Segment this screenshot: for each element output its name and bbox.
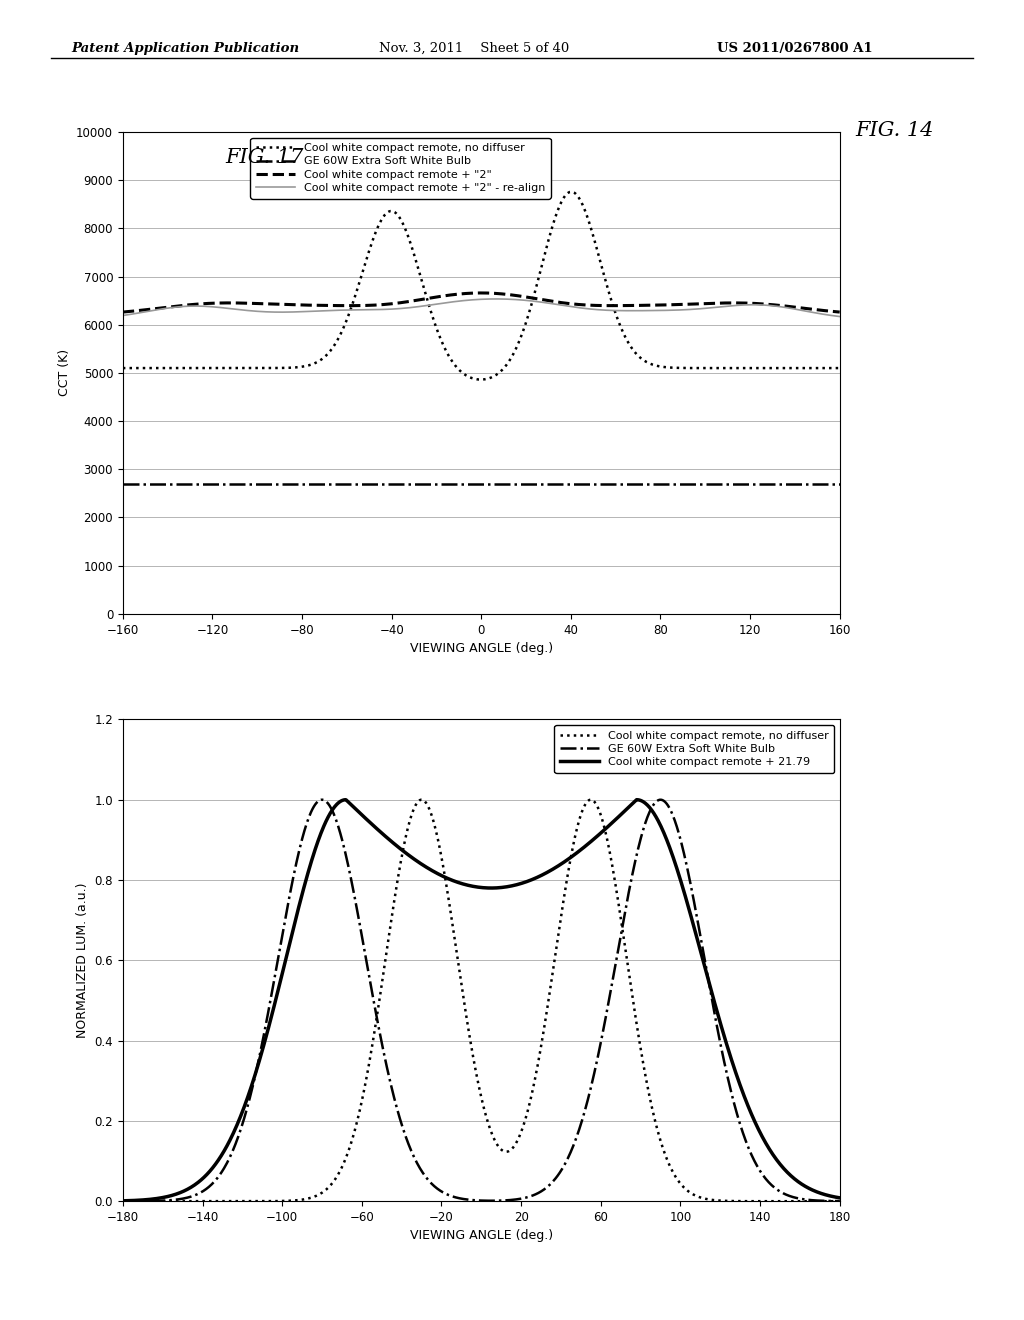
- Cool white compact remote + 21.79: [834, 1189, 846, 1205]
- GE 60W Extra Soft White Bulb: [189, 1187, 202, 1203]
- X-axis label: VIEWING ANGLE (deg.): VIEWING ANGLE (deg.): [410, 1229, 553, 1242]
- GE 60W Extra Soft White Bulb: [834, 1193, 846, 1209]
- GE 60W Extra Soft White Bulb: [688, 475, 700, 491]
- Cool white compact remote, no diffuser: [834, 1193, 846, 1209]
- Legend: Cool white compact remote, no diffuser, GE 60W Extra Soft White Bulb, Cool white: Cool white compact remote, no diffuser, …: [250, 137, 551, 199]
- Cool white compact remote, no diffuser: [415, 792, 427, 808]
- GE 60W Extra Soft White Bulb: [189, 475, 202, 491]
- Cool white compact remote + 21.79: [609, 812, 622, 828]
- GE 60W Extra Soft White Bulb: [117, 1193, 129, 1209]
- Line: Cool white compact remote, no diffuser: Cool white compact remote, no diffuser: [123, 800, 840, 1201]
- X-axis label: VIEWING ANGLE (deg.): VIEWING ANGLE (deg.): [410, 642, 553, 655]
- Text: FIG. 17: FIG. 17: [225, 148, 304, 166]
- Cool white compact remote, no diffuser: [565, 183, 578, 199]
- GE 60W Extra Soft White Bulb: [676, 475, 688, 491]
- Text: Nov. 3, 2011    Sheet 5 of 40: Nov. 3, 2011 Sheet 5 of 40: [379, 42, 569, 55]
- GE 60W Extra Soft White Bulb: [432, 1181, 444, 1197]
- Y-axis label: CCT (K): CCT (K): [57, 350, 71, 396]
- Cool white compact remote, no diffuser: [610, 308, 623, 323]
- Cool white compact remote, no diffuser: [677, 1179, 689, 1195]
- Cool white compact remote + 21.79: [631, 792, 643, 808]
- Cool white compact remote + "2": [432, 289, 444, 305]
- Cool white compact remote, no diffuser: [677, 360, 689, 376]
- Cool white compact remote + "2": [677, 297, 689, 313]
- Cool white compact remote + 21.79: [677, 879, 689, 895]
- Line: Cool white compact remote + "2": Cool white compact remote + "2": [123, 293, 840, 312]
- Cool white compact remote + 21.79: [189, 1176, 202, 1192]
- Cool white compact remote, no diffuser: [117, 360, 129, 376]
- Cool white compact remote + "2": [609, 298, 622, 314]
- Cool white compact remote + "2" - re-align: [432, 296, 444, 312]
- Text: Patent Application Publication: Patent Application Publication: [72, 42, 300, 55]
- Cool white compact remote, no diffuser: [690, 360, 702, 376]
- GE 60W Extra Soft White Bulb: [689, 902, 701, 917]
- Cool white compact remote + 21.79: [432, 866, 444, 882]
- GE 60W Extra Soft White Bulb: [407, 1146, 419, 1162]
- GE 60W Extra Soft White Bulb: [609, 475, 622, 491]
- Cool white compact remote + "2" - re-align: [407, 300, 419, 315]
- Cool white compact remote, no diffuser: [189, 1193, 202, 1209]
- GE 60W Extra Soft White Bulb: [834, 475, 846, 491]
- Cool white compact remote + "2": [189, 296, 202, 312]
- GE 60W Extra Soft White Bulb: [654, 792, 667, 808]
- Y-axis label: NORMALIZED LUM. (a.u.): NORMALIZED LUM. (a.u.): [76, 883, 89, 1038]
- Cool white compact remote + 21.79: [407, 850, 419, 866]
- Cool white compact remote, no diffuser: [433, 838, 445, 854]
- Cool white compact remote + "2" - re-align: [834, 309, 846, 325]
- GE 60W Extra Soft White Bulb: [432, 475, 444, 491]
- Cool white compact remote + "2": [117, 304, 129, 319]
- Line: Cool white compact remote + 21.79: Cool white compact remote + 21.79: [123, 800, 840, 1201]
- Line: Cool white compact remote + "2" - re-align: Cool white compact remote + "2" - re-ali…: [123, 298, 840, 317]
- Cool white compact remote, no diffuser: [689, 1188, 701, 1204]
- Cool white compact remote + 21.79: [117, 1193, 129, 1209]
- Cool white compact remote, no diffuser: [834, 360, 846, 376]
- Cool white compact remote + "2" - re-align: [689, 301, 701, 317]
- GE 60W Extra Soft White Bulb: [117, 475, 129, 491]
- Cool white compact remote + "2" - re-align: [117, 308, 129, 323]
- Cool white compact remote, no diffuser: [117, 1193, 129, 1209]
- Text: US 2011/0267800 A1: US 2011/0267800 A1: [717, 42, 872, 55]
- GE 60W Extra Soft White Bulb: [609, 958, 622, 974]
- Cool white compact remote + "2" - re-align: [489, 290, 502, 306]
- Cool white compact remote + "2" - re-align: [189, 298, 202, 314]
- Cool white compact remote, no diffuser: [407, 243, 419, 259]
- Cool white compact remote + "2" - re-align: [677, 302, 689, 318]
- Cool white compact remote + "2": [834, 304, 846, 319]
- Cool white compact remote + 21.79: [689, 924, 701, 940]
- Cool white compact remote + "2": [689, 296, 701, 312]
- Line: GE 60W Extra Soft White Bulb: GE 60W Extra Soft White Bulb: [123, 800, 840, 1201]
- Cool white compact remote + "2": [475, 285, 487, 301]
- Cool white compact remote + "2" - re-align: [609, 302, 622, 318]
- Cool white compact remote, no diffuser: [407, 804, 419, 820]
- Legend: Cool white compact remote, no diffuser, GE 60W Extra Soft White Bulb, Cool white: Cool white compact remote, no diffuser, …: [554, 725, 835, 772]
- Cool white compact remote, no diffuser: [609, 879, 622, 895]
- Text: FIG. 14: FIG. 14: [855, 121, 934, 140]
- Cool white compact remote, no diffuser: [189, 360, 202, 376]
- Cool white compact remote + "2": [407, 293, 419, 309]
- Cool white compact remote, no diffuser: [432, 326, 444, 342]
- GE 60W Extra Soft White Bulb: [407, 475, 419, 491]
- GE 60W Extra Soft White Bulb: [677, 840, 689, 855]
- Cool white compact remote, no diffuser: [475, 372, 487, 388]
- Line: Cool white compact remote, no diffuser: Cool white compact remote, no diffuser: [123, 191, 840, 380]
